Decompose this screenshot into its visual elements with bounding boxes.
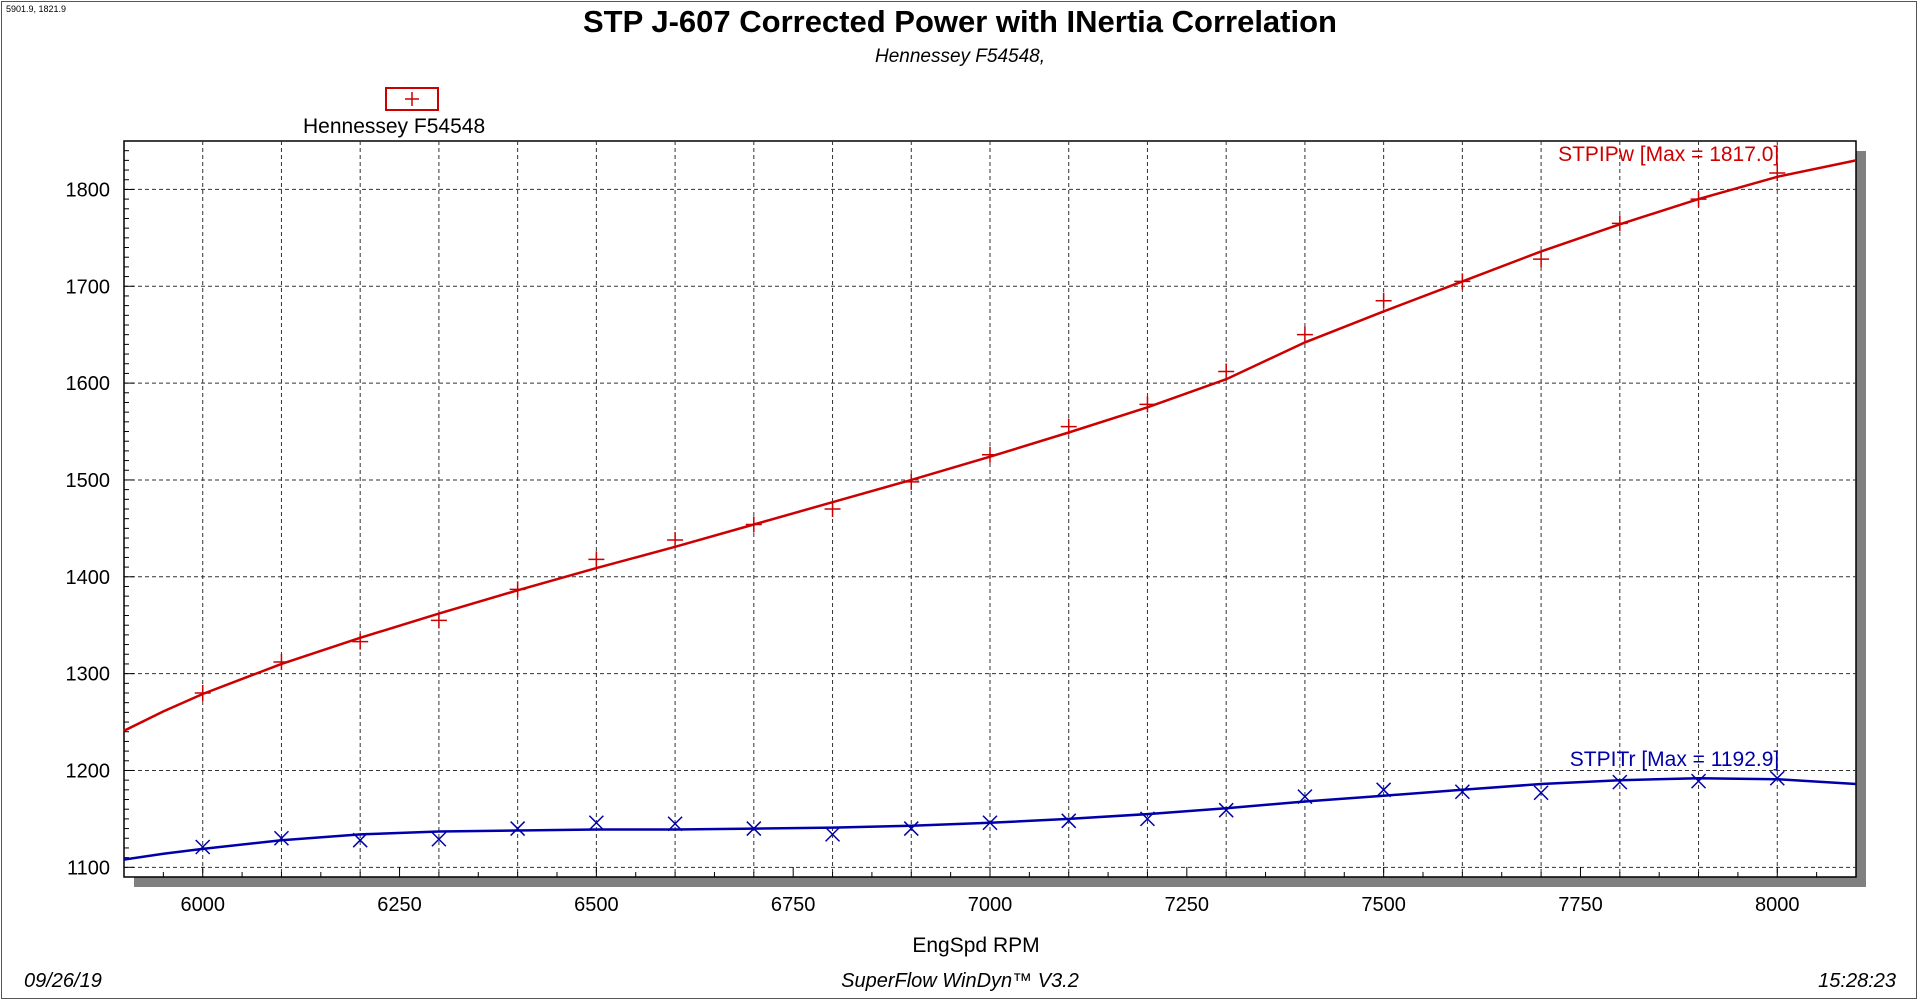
data-point-STPIPw — [745, 516, 762, 533]
axis-ticks — [123, 140, 1857, 878]
data-point-STPITr — [1454, 784, 1470, 800]
y-tick-label: 1500 — [66, 470, 111, 492]
data-point-STPITr — [1612, 774, 1628, 790]
data-point-STPITr — [1139, 811, 1155, 827]
footer-software: SuperFlow WinDyn™ V3.2 — [841, 970, 1079, 992]
data-point-STPITr — [273, 830, 289, 846]
data-point-STPITr — [431, 831, 447, 847]
grid-lines — [124, 141, 1856, 877]
data-point-STPITr — [1061, 813, 1077, 829]
data-point-STPIPw — [1690, 191, 1707, 208]
data-point-STPIPw — [352, 633, 369, 650]
x-axis-label: EngSpd RPM — [912, 934, 1039, 957]
x-tick-label: 6250 — [377, 894, 422, 916]
data-point-STPITr — [588, 815, 604, 831]
data-point-STPITr — [903, 821, 919, 837]
data-point-STPITr — [982, 815, 998, 831]
legend-plus-marker — [405, 92, 419, 106]
legend: Hennessey F54548 — [303, 87, 485, 138]
data-point-STPIPw — [1454, 273, 1471, 290]
data-point-STPITr — [1533, 785, 1549, 801]
y-tick-label: 1100 — [67, 857, 110, 879]
cursor-readout: 5901.9, 1821.9 — [6, 4, 67, 14]
data-point-STPIPw — [509, 581, 526, 598]
data-point-STPITr — [825, 826, 841, 842]
data-point-STPITr — [195, 839, 211, 855]
y-tick-label: 1200 — [66, 760, 111, 782]
legend-marker-box — [385, 87, 439, 111]
data-point-STPIPw — [1611, 215, 1628, 232]
data-point-STPITr — [1218, 802, 1234, 818]
chart-title: STP J-607 Corrected Power with INertia C… — [583, 4, 1337, 39]
data-point-STPIPw — [1139, 396, 1156, 413]
x-tick-label: 7750 — [1558, 894, 1603, 916]
legend-entry-label: Hennessey F54548 — [303, 115, 485, 138]
series-label-STPITr: STPITr [Max = 1192.9] — [1570, 748, 1780, 771]
series-label-STPIPw: STPIPw [Max = 1817.0] — [1558, 143, 1779, 166]
data-point-STPIPw — [1533, 251, 1550, 268]
y-tick-labels: 1100 1200 1300 1400 1500 1600 1700 1800 — [66, 179, 111, 879]
data-point-STPITr — [746, 821, 762, 837]
x-tick-label: 8000 — [1755, 894, 1800, 916]
x-tick-label: 6750 — [771, 894, 816, 916]
series-markers — [194, 164, 1786, 855]
x-tick-labels: 6000 6250 6500 6750 7000 7250 7500 7750 8000 — [180, 894, 1799, 916]
data-point-STPIPw — [667, 531, 684, 548]
data-point-STPITr — [667, 816, 683, 832]
data-point-STPITr — [1297, 789, 1313, 805]
y-tick-label: 1700 — [66, 276, 111, 298]
x-tick-label: 6000 — [180, 894, 225, 916]
data-point-STPITr — [1769, 770, 1785, 786]
x-tick-label: 7500 — [1361, 894, 1406, 916]
data-point-STPIPw — [1375, 292, 1392, 309]
data-point-STPIPw — [903, 473, 920, 490]
data-point-STPIPw — [273, 654, 290, 671]
data-point-STPIPw — [982, 446, 998, 463]
footer-time: 15:28:23 — [1818, 970, 1896, 992]
data-point-STPIPw — [1296, 326, 1313, 343]
data-point-STPITr — [352, 832, 368, 848]
y-tick-label: 1600 — [66, 373, 111, 395]
series-labels: STPIPw [Max = 1817.0] STPITr [Max = 1192.… — [1558, 143, 1779, 771]
data-point-STPIPw — [194, 685, 211, 701]
chart-subtitle: Hennessey F54548, — [874, 46, 1046, 67]
data-point-STPITr — [510, 821, 526, 837]
data-point-STPITr — [1376, 782, 1392, 798]
series-line-STPITr — [123, 776, 1857, 861]
x-tick-label: 6500 — [574, 894, 619, 916]
x-tick-label: 7000 — [968, 894, 1013, 916]
series-line-STPIPw — [123, 159, 1857, 732]
y-tick-label: 1800 — [66, 179, 111, 201]
y-tick-label: 1300 — [66, 664, 111, 686]
data-point-STPIPw — [1769, 164, 1786, 181]
data-point-STPIPw — [1060, 418, 1077, 435]
data-point-STPITr — [1691, 773, 1707, 789]
data-point-STPIPw — [430, 612, 447, 629]
y-tick-label: 1400 — [66, 567, 111, 589]
footer-date: 09/26/19 — [24, 970, 102, 992]
x-tick-label: 7250 — [1165, 894, 1210, 916]
data-point-STPIPw — [588, 551, 605, 568]
data-point-STPIPw — [824, 501, 841, 517]
data-point-STPIPw — [1218, 363, 1235, 380]
series-lines — [123, 159, 1857, 861]
